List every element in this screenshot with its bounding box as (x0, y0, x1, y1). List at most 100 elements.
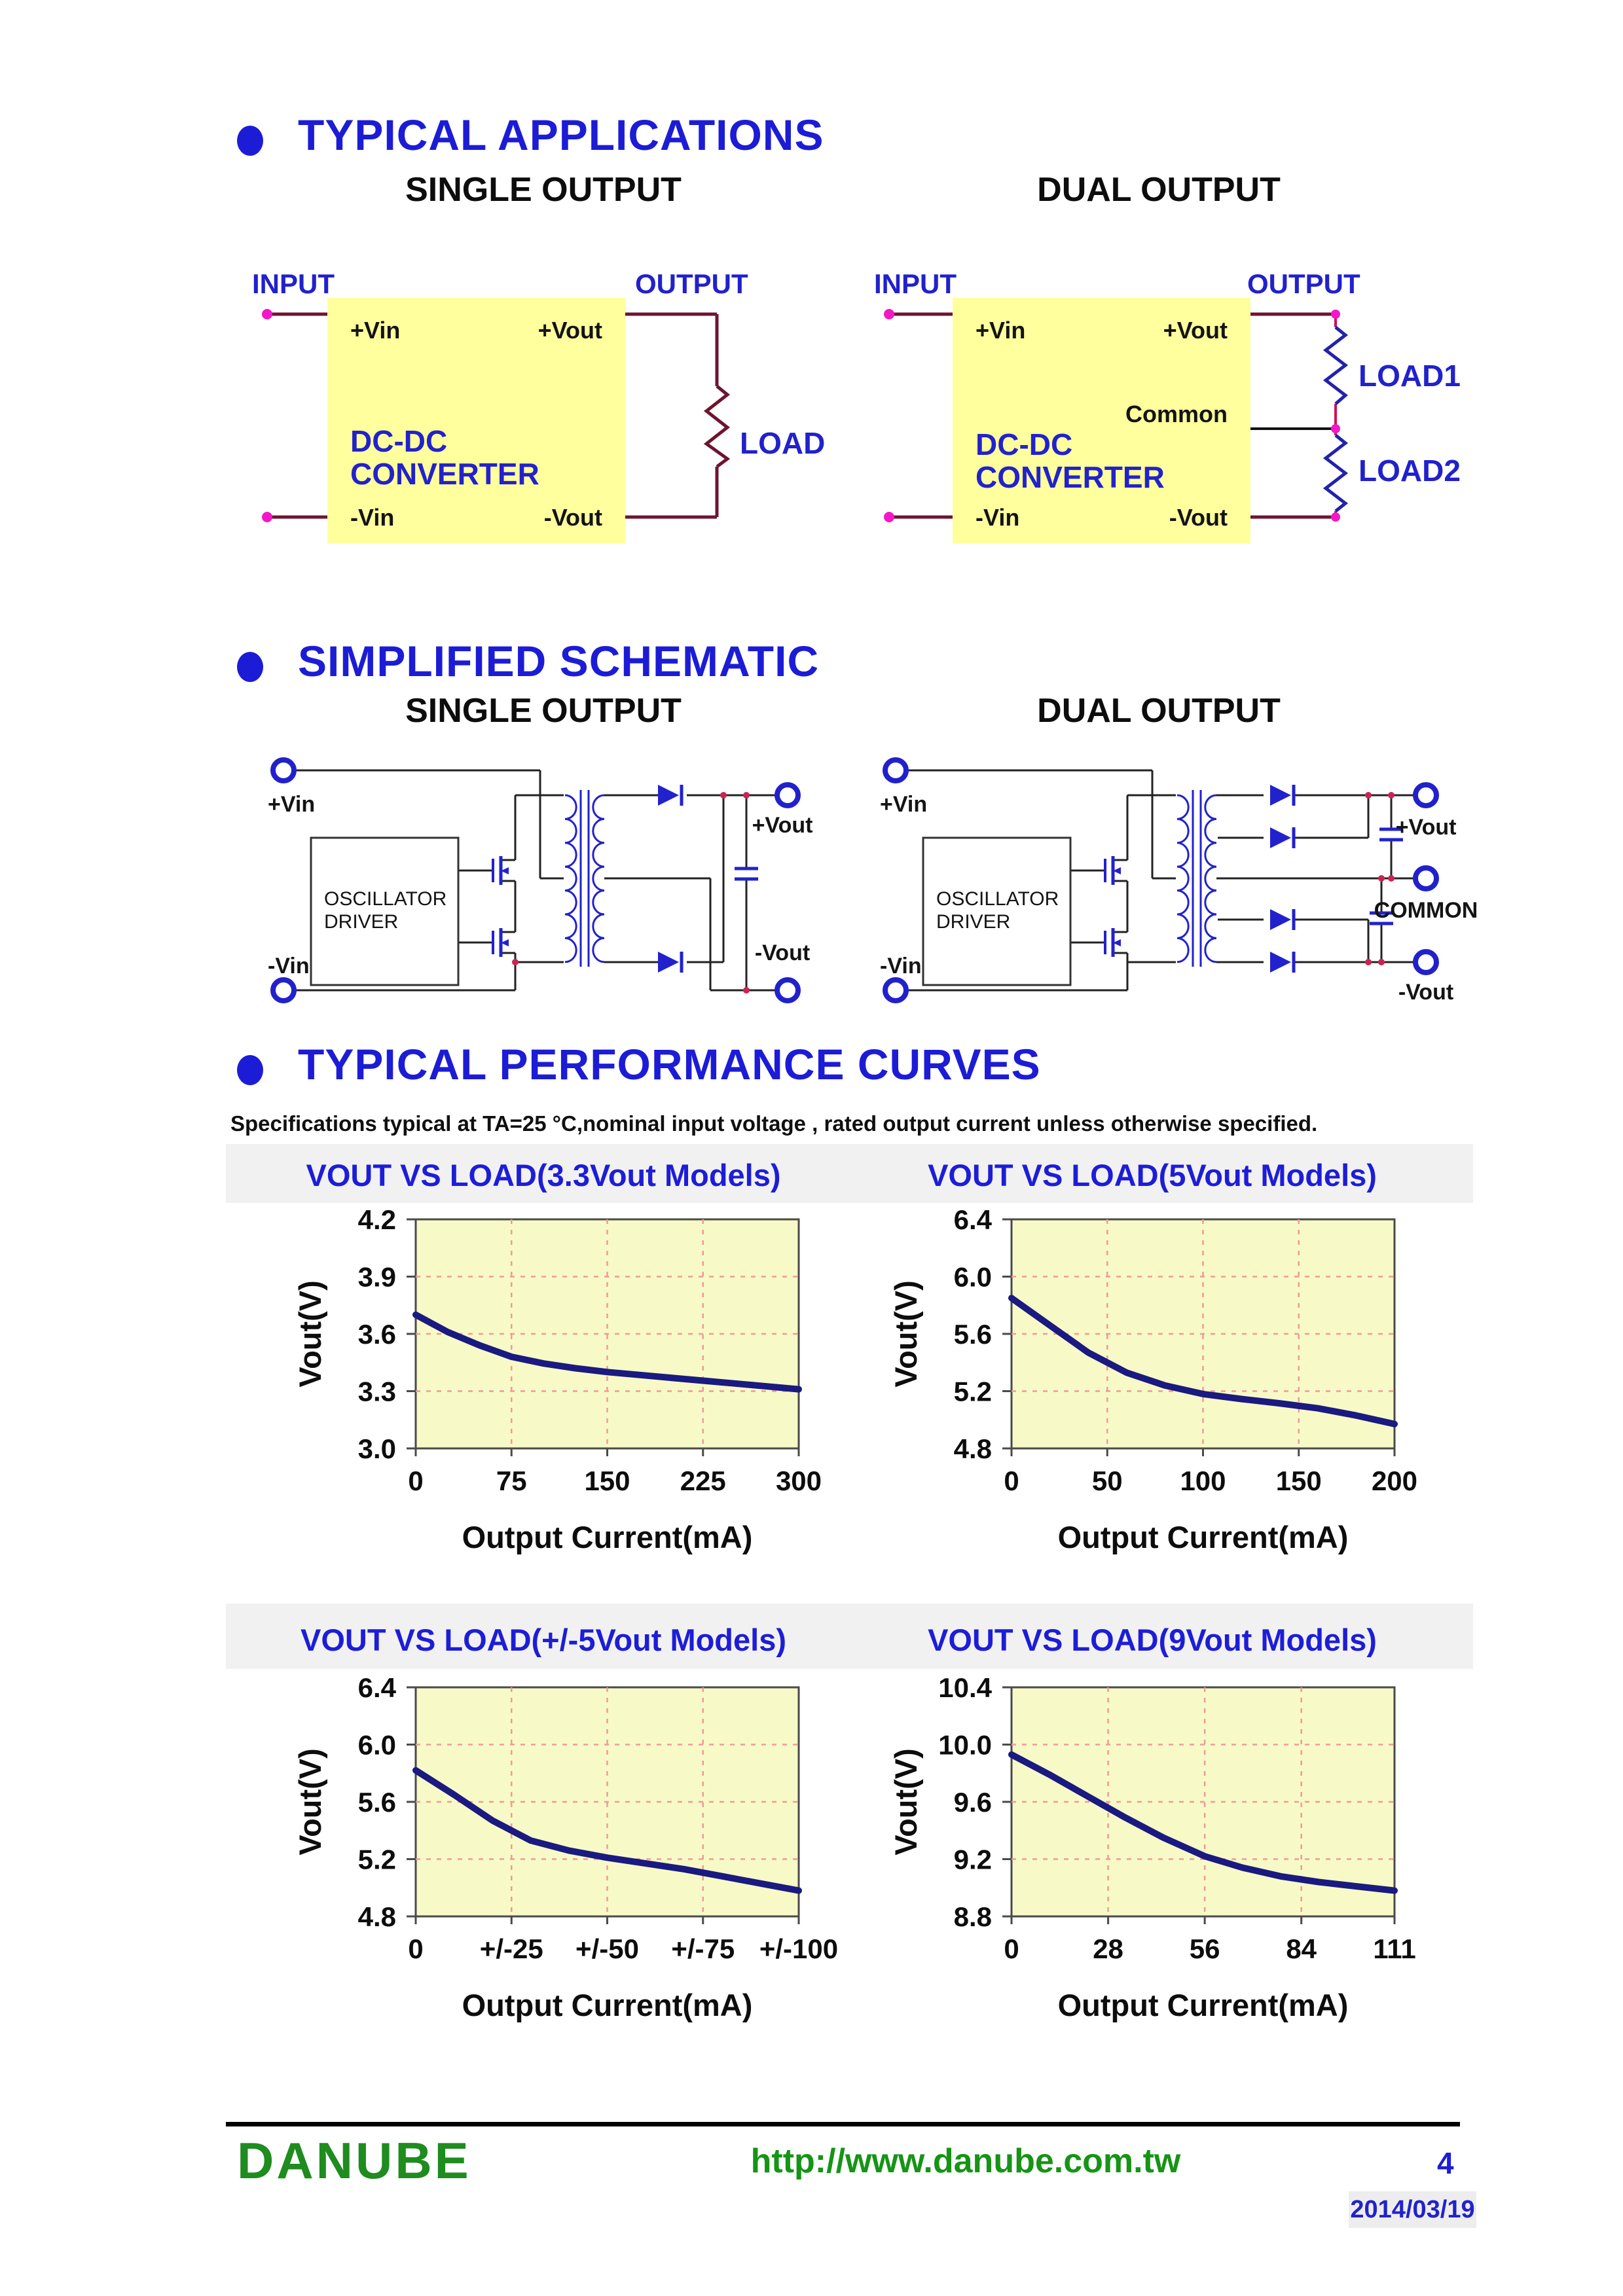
driver-label: DRIVER (324, 911, 398, 933)
vin-pos-label: +Vin (880, 792, 927, 817)
diode-icon (1270, 827, 1296, 848)
vout-neg-label: -Vout (1398, 980, 1453, 1005)
pin-vin-neg: -Vin (350, 504, 394, 531)
vout-pos-label: +Vout (1396, 815, 1457, 840)
capacitor-icon (1370, 911, 1393, 925)
terminals (270, 757, 801, 1003)
wires (295, 769, 777, 992)
diode-icon (1270, 952, 1296, 973)
common-junction-dot (1331, 424, 1340, 433)
box-title-line2: CONVERTER (976, 460, 1165, 494)
pin-common: Common (1125, 401, 1228, 427)
load1-label: LOAD1 (1359, 359, 1461, 393)
junction-dots (1365, 792, 1395, 965)
svg-text:50: 50 (1092, 1465, 1123, 1496)
svg-text:Vout(V): Vout(V) (888, 1748, 923, 1856)
oscillator-driver-box (922, 836, 1072, 986)
chart-title-pm5v: VOUT VS LOAD(+/-5Vout Models) (300, 1623, 787, 1657)
input-terminal-dot (262, 309, 272, 319)
chart-vout-vs-load-3v3: 3.0 3.3 3.6 3.9 4.2 0 75 150 225 300 Vout(V) Output… (293, 1208, 822, 1554)
vout-pos-terminal (1413, 782, 1439, 808)
diode-icon (1270, 785, 1296, 806)
svg-text:225: 225 (680, 1465, 726, 1496)
svg-text:Output Current(mA): Output Current(mA) (1058, 1520, 1349, 1554)
pin-vin-neg: -Vin (976, 504, 1019, 531)
svg-text:5.6: 5.6 (954, 1319, 992, 1350)
mosfet-icon (1104, 856, 1121, 885)
section-bullet-icon (237, 126, 263, 156)
converter-box (327, 298, 625, 543)
chart-vout-vs-load-pm5v: 4.8 5.2 5.6 6.0 6.4 0 +/-25 +/-50 +/-75 +/-100 Vou… (293, 1676, 838, 2022)
svg-text:200: 200 (1372, 1465, 1417, 1496)
vin-neg-label: -Vin (880, 954, 922, 978)
driver-label: DRIVER (936, 911, 1010, 933)
svg-text:6.4: 6.4 (954, 1208, 993, 1235)
vout-neg-terminal (1413, 949, 1439, 975)
common-terminal (1413, 865, 1439, 891)
chart-vout-vs-load-9v: 8.8 9.2 9.6 10.0 10.4 0 28 56 84 111 Vout(V) Output… (888, 1676, 1416, 2022)
svg-text:Output Current(mA): Output Current(mA) (462, 1988, 753, 2022)
svg-text:9.6: 9.6 (954, 1787, 992, 1818)
section-bullet-icon (237, 652, 263, 682)
load1-resistor (1322, 326, 1349, 405)
svg-text:0: 0 (1004, 1465, 1019, 1496)
diode-icon (1270, 909, 1296, 930)
svg-text:5.2: 5.2 (954, 1376, 992, 1407)
vout-pos-terminal (775, 782, 801, 808)
spec-note: Specifications typical at TA=25 °C,nomin… (230, 1111, 1318, 1136)
box-title-line1: DC-DC (976, 427, 1072, 461)
svg-text:150: 150 (584, 1465, 630, 1496)
vin-pos-terminal (270, 757, 297, 783)
pin-vout-neg: -Vout (544, 504, 602, 531)
vin-pos-terminal (883, 757, 909, 783)
svg-text:0: 0 (408, 1933, 423, 1964)
svg-text:84: 84 (1286, 1933, 1317, 1964)
wires (262, 309, 731, 522)
vout-neg-label: -Vout (755, 941, 810, 965)
output-label: OUTPUT (1247, 268, 1360, 299)
capacitor-icon (1379, 827, 1403, 842)
svg-text:9.2: 9.2 (954, 1844, 992, 1875)
load2-label: LOAD2 (1359, 454, 1461, 488)
pin-vin-pos: +Vin (350, 317, 400, 344)
svg-text:10.0: 10.0 (938, 1730, 992, 1761)
dual-output-application-diagram: INPUT OUTPUT +Vin +Vout Common -Vin -Vou… (874, 268, 1461, 543)
applications-section-title: TYPICAL APPLICATIONS (298, 111, 824, 159)
svg-text:75: 75 (496, 1465, 527, 1496)
svg-text:+/-100: +/-100 (759, 1933, 838, 1964)
input-terminal-dot (262, 512, 272, 522)
pin-vout-pos: +Vout (538, 317, 602, 344)
svg-text:300: 300 (776, 1465, 822, 1496)
footer-url[interactable]: http://www.danube.com.tw (750, 2142, 1181, 2180)
svg-text:56: 56 (1190, 1933, 1220, 1964)
input-terminal-dot (884, 309, 894, 319)
diode-icon (658, 785, 684, 806)
svg-text:6.0: 6.0 (358, 1730, 396, 1761)
svg-text:Vout(V): Vout(V) (293, 1280, 327, 1388)
wires (884, 309, 1349, 522)
terminals (883, 757, 1439, 1003)
chart-title-5v: VOUT VS LOAD(5Vout Models) (928, 1158, 1377, 1193)
mosfet-icon (1104, 928, 1121, 957)
applications-dual-heading: DUAL OUTPUT (1037, 171, 1281, 209)
wires (907, 769, 1414, 992)
chart-vout-vs-load-5v: 4.8 5.2 5.6 6.0 6.4 0 50 100 150 200 Vout(V) Output… (888, 1208, 1417, 1554)
svg-text:4.8: 4.8 (358, 1901, 396, 1932)
transformer-icon (564, 790, 605, 967)
pin-vout-pos: +Vout (1163, 317, 1228, 344)
svg-text:111: 111 (1373, 1933, 1415, 1964)
svg-text:+/-25: +/-25 (480, 1933, 543, 1964)
oscillator-label: OSCILLATOR (936, 888, 1059, 910)
input-terminal-dot (884, 512, 894, 522)
svg-text:+/-50: +/-50 (575, 1933, 639, 1964)
curves-section-title: TYPICAL PERFORMANCE CURVES (298, 1040, 1041, 1088)
svg-text:28: 28 (1093, 1933, 1123, 1964)
capacitor-icon (735, 867, 758, 881)
svg-text:150: 150 (1276, 1465, 1322, 1496)
output-junction-dot (1331, 512, 1340, 522)
svg-text:100: 100 (1180, 1465, 1226, 1496)
svg-text:+/-75: +/-75 (671, 1933, 735, 1964)
vin-neg-terminal (270, 977, 297, 1003)
svg-text:4.2: 4.2 (358, 1208, 396, 1235)
